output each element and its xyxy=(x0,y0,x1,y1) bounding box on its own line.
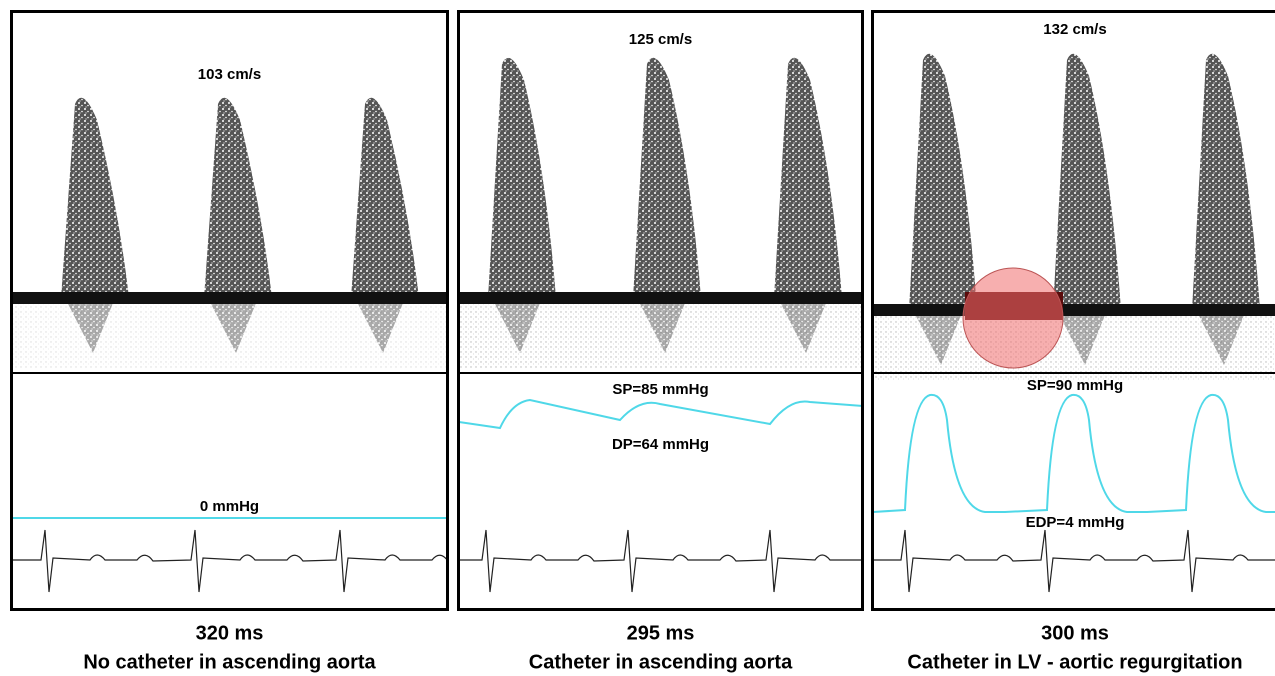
pressure-label: SP=85 mmHg xyxy=(612,381,708,398)
doppler-envelope xyxy=(351,97,419,299)
baseline xyxy=(12,292,448,304)
doppler-reverse xyxy=(65,298,115,353)
velocity-label: 125 cm/s xyxy=(629,31,692,48)
baseline xyxy=(459,292,863,304)
pressure-label: EDP=4 mmHg xyxy=(1026,514,1125,531)
doppler-envelope xyxy=(1192,53,1260,311)
interval-label: 320 ms xyxy=(196,622,264,644)
pressure-trace xyxy=(459,398,863,430)
doppler-envelope xyxy=(909,53,977,311)
panel-border xyxy=(10,10,449,611)
velocity-label: 132 cm/s xyxy=(1043,21,1106,38)
velocity-label: 103 cm/s xyxy=(198,66,261,83)
doppler-reverse xyxy=(637,298,687,353)
panel-border xyxy=(871,10,1275,611)
panel xyxy=(12,97,448,593)
panel xyxy=(873,53,1275,593)
interval-label: 300 ms xyxy=(1041,622,1109,644)
doppler-reverse xyxy=(208,298,258,353)
baseline xyxy=(873,304,1275,316)
panel-border xyxy=(457,10,864,611)
doppler-reverse xyxy=(492,298,542,353)
panels: 103 cm/s 0 mmHg 320 ms No catheter in ascen… xyxy=(10,10,1275,673)
doppler-envelope xyxy=(633,57,701,299)
interval-label: 295 ms xyxy=(627,622,695,644)
doppler-reverse xyxy=(1057,310,1107,365)
ecg-trace xyxy=(873,529,1275,593)
pressure-label: DP=64 mmHg xyxy=(612,436,709,453)
doppler-envelope xyxy=(774,57,842,299)
doppler-reverse xyxy=(913,310,963,365)
doppler-reverse xyxy=(1196,310,1246,365)
doppler-reverse xyxy=(355,298,405,353)
panel-caption: No catheter in ascending aorta xyxy=(83,651,376,673)
panel-caption: Catheter in ascending aorta xyxy=(529,651,793,673)
doppler-envelope xyxy=(61,97,129,299)
doppler-reverse xyxy=(778,298,828,353)
ecg-trace xyxy=(459,529,863,593)
pressure-label: SP=90 mmHg xyxy=(1027,377,1123,394)
panel xyxy=(459,57,863,593)
doppler-envelope xyxy=(488,57,556,299)
panel-caption: Catheter in LV - aortic regurgitation xyxy=(907,651,1242,673)
doppler-envelope xyxy=(1053,53,1121,311)
doppler-envelope xyxy=(204,97,272,299)
pressure-label: 0 mmHg xyxy=(200,498,259,515)
ecg-trace xyxy=(12,529,448,593)
pressure-trace xyxy=(873,393,1275,513)
highlight-circle xyxy=(962,267,1064,369)
